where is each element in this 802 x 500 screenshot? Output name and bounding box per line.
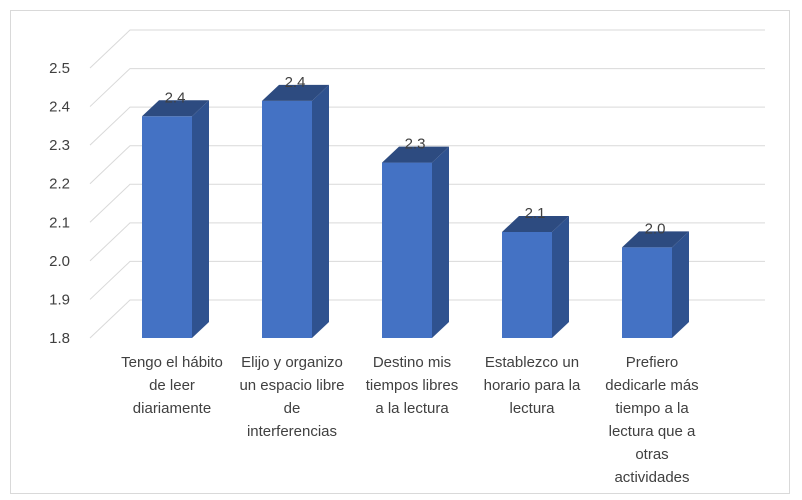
category-label: Elijo y organizo — [241, 354, 343, 371]
category-label: de — [284, 400, 301, 417]
category-label: Establezco un — [485, 354, 579, 371]
gridline — [89, 145, 765, 185]
y-tick-label: 2.4 — [49, 99, 70, 116]
y-axis-ticks: 1.8 1.9 2.0 2.1 2.2 2.3 2.4 2.5 — [49, 60, 70, 347]
y-tick-label: 2.2 — [49, 176, 70, 193]
bar-front — [622, 247, 672, 338]
bar-side — [672, 231, 689, 338]
category-label: Destino mis — [373, 354, 451, 371]
y-tick-label: 1.8 — [49, 330, 70, 347]
y-tick-label: 2.5 — [49, 60, 70, 77]
bar-top — [142, 100, 209, 117]
category-label: a la lectura — [375, 400, 449, 417]
data-labels: 2.4 2.4 2.3 2.1 2.0 — [165, 74, 666, 238]
bar — [142, 100, 209, 339]
category-label: dedicarle más — [605, 377, 698, 394]
bar — [382, 146, 449, 338]
gridline — [89, 68, 765, 107]
data-label: 2.3 — [405, 136, 426, 153]
data-label: 2.0 — [645, 220, 666, 237]
bar-top — [502, 216, 569, 232]
data-label: 2.4 — [285, 74, 306, 91]
category-label: lectura — [509, 400, 555, 417]
data-label: 2.4 — [165, 89, 186, 106]
y-tick-label: 1.9 — [49, 291, 70, 308]
bar-front — [502, 232, 552, 338]
category-label: otras — [635, 446, 668, 463]
category-label: lectura que a — [609, 423, 696, 440]
bar-front — [382, 162, 432, 338]
data-label: 2.1 — [525, 205, 546, 222]
bar-top — [382, 146, 449, 163]
category-label: Prefiero — [626, 354, 679, 371]
category-label: actividades — [614, 469, 689, 486]
category-labels: Tengo el hábito de leer diariamente Elijo y… — [121, 354, 699, 486]
y-tick-label: 2.0 — [49, 253, 70, 270]
bar-side — [432, 146, 449, 338]
gridline — [89, 106, 765, 146]
category-label: interferencias — [247, 423, 337, 440]
category-label: diariamente — [133, 400, 211, 417]
bar-side — [312, 84, 329, 338]
bar-front — [262, 100, 312, 338]
bar-top — [262, 84, 329, 101]
gridline — [89, 183, 765, 223]
bar — [502, 216, 569, 338]
y-tick-label: 2.1 — [49, 214, 70, 231]
gridline — [89, 29, 765, 69]
category-label: tiempos libres — [366, 377, 459, 394]
category-label: un espacio libre — [239, 377, 344, 394]
bar — [262, 84, 329, 338]
bar-top — [622, 231, 689, 248]
category-label: tiempo a la — [615, 400, 689, 417]
category-label: horario para la — [484, 377, 581, 394]
bars — [142, 84, 689, 339]
y-tick-label: 2.3 — [49, 137, 70, 154]
category-label: de leer — [149, 377, 195, 394]
bar-front — [142, 116, 192, 339]
bar-side — [552, 216, 569, 338]
category-label: Tengo el hábito — [121, 354, 223, 371]
bar — [622, 231, 689, 338]
bar-side — [192, 100, 209, 339]
